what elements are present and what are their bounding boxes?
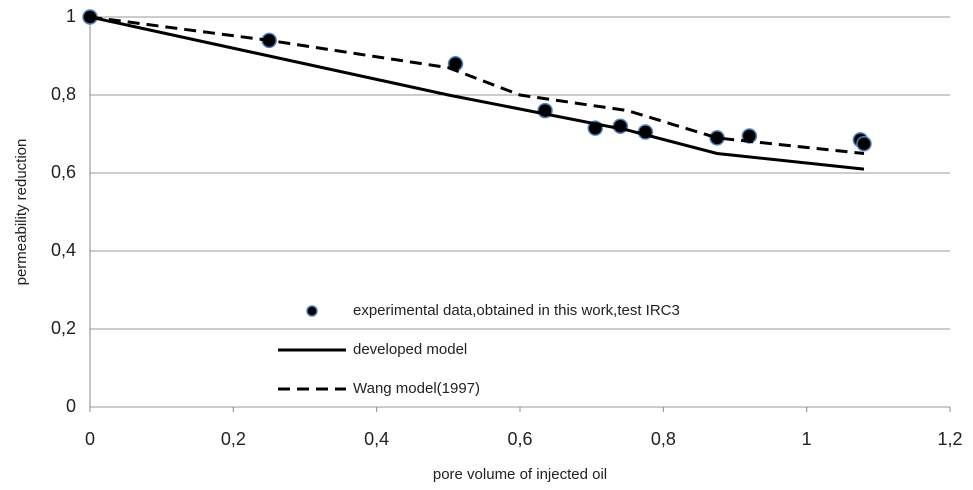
data-point <box>856 136 872 152</box>
line <box>89 15 865 171</box>
x-tick-label: 0,2 <box>221 429 246 449</box>
x-tick-label: 0,8 <box>651 429 676 449</box>
x-tick-label: 0,6 <box>507 429 532 449</box>
y-tick-label: 0,2 <box>51 318 76 338</box>
y-tick-label: 0,8 <box>51 84 76 104</box>
legend-label: experimental data,obtained in this work,… <box>353 302 680 319</box>
y-tick-label: 0,6 <box>51 162 76 182</box>
x-tick-label: 1 <box>802 429 812 449</box>
x-tick-label: 0,4 <box>364 429 389 449</box>
y-tick-label: 0 <box>66 396 76 416</box>
y-tick-label: 0,4 <box>51 240 76 260</box>
line <box>89 15 865 155</box>
legend-marker <box>306 305 318 317</box>
x-axis-title: pore volume of injected oil <box>433 466 607 483</box>
y-tick-label: 1 <box>66 6 76 26</box>
legend-label: Wang model(1997) <box>353 380 480 397</box>
y-axis-title: permeability reduction <box>13 139 30 286</box>
x-tick-label: 0 <box>85 429 95 449</box>
legend-label: developed model <box>353 341 467 358</box>
x-tick-label: 1,2 <box>937 429 962 449</box>
